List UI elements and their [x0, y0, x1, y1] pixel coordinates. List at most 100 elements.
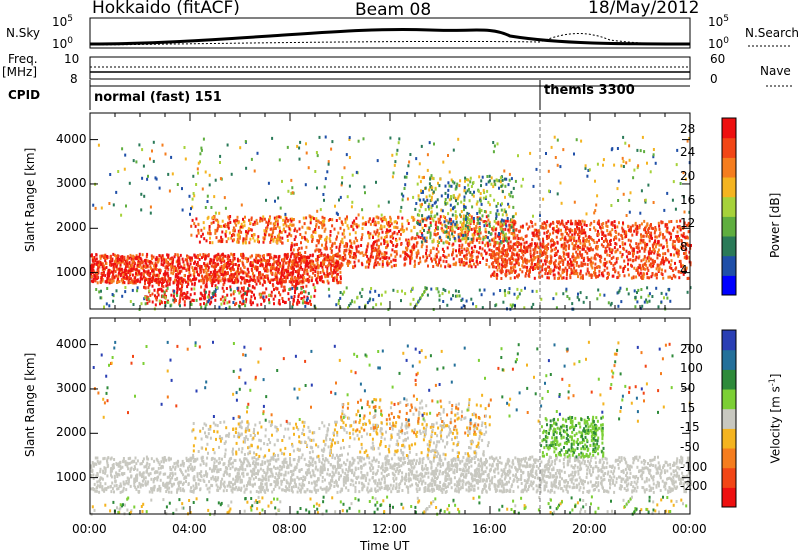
power-cell: [159, 254, 162, 258]
power-cell: [263, 267, 266, 271]
power-cell: [338, 264, 341, 268]
power-cell: [415, 241, 418, 245]
power-cell: [682, 171, 685, 175]
power-cell: [596, 265, 599, 269]
power-cell: [482, 188, 485, 192]
power-cell: [334, 265, 337, 269]
power-cell: [292, 279, 295, 283]
power-cell: [115, 260, 118, 264]
power-cell: [176, 264, 179, 268]
power-cell: [197, 161, 200, 165]
power-cell: [276, 241, 279, 244]
power-cell: [303, 257, 306, 261]
power-cell: [575, 239, 578, 243]
power-cell: [360, 238, 363, 241]
power-cell: [129, 253, 132, 257]
power-cell: [545, 244, 548, 248]
power-cell: [590, 264, 593, 268]
power-cell: [315, 248, 318, 252]
power-cell: [485, 241, 488, 245]
power-cell: [422, 255, 425, 259]
power-cell: [141, 260, 144, 264]
power-cell: [439, 215, 442, 219]
power-cell: [581, 219, 584, 223]
power-cell: [407, 254, 409, 258]
power-cell: [640, 222, 643, 226]
power-cell: [188, 265, 191, 269]
power-cell: [507, 202, 510, 206]
power-cell: [324, 265, 327, 269]
power-cell: [499, 255, 501, 259]
power-cell: [343, 244, 346, 248]
power-cell: [580, 264, 583, 268]
power-cell: [267, 277, 270, 281]
power-cell: [198, 240, 201, 244]
power-cell: [606, 271, 609, 275]
power-cell: [338, 257, 341, 261]
power-cell: [255, 256, 258, 260]
power-cell: [227, 279, 230, 283]
power-cell: [265, 267, 268, 271]
power-cell: [514, 220, 516, 224]
power-cell: [178, 262, 181, 266]
power-cell: [213, 195, 216, 199]
power-cell: [265, 287, 268, 291]
power-cell: [204, 292, 207, 296]
power-cell: [642, 267, 645, 271]
power-cell: [282, 223, 285, 227]
power-cell: [281, 241, 283, 245]
power-cell: [121, 147, 124, 151]
power-cell: [323, 262, 325, 266]
power-cell: [548, 270, 551, 274]
power-cell: [348, 138, 351, 141]
power-cell: [243, 224, 246, 228]
power-cell: [682, 234, 684, 238]
power-cell: [332, 254, 335, 258]
power-cell: [575, 261, 578, 265]
power-cell: [200, 265, 203, 268]
power-cell: [500, 229, 503, 233]
power-cell: [413, 259, 416, 263]
power-cell: [495, 214, 498, 218]
power-cell: [599, 258, 602, 262]
power-cell: [647, 269, 650, 272]
power-cell: [323, 257, 326, 261]
power-cell: [304, 231, 307, 235]
power-cell: [529, 270, 531, 274]
power-cell: [590, 256, 593, 260]
power-cell: [510, 269, 513, 273]
power-cell: [299, 233, 302, 236]
power-cell: [299, 291, 302, 295]
power-cell: [206, 269, 209, 273]
power-cell: [459, 179, 462, 183]
power-cell: [111, 276, 114, 280]
power-cell: [271, 271, 274, 275]
power-cell: [330, 147, 333, 151]
power-cell: [112, 264, 115, 268]
power-cell: [568, 238, 571, 242]
power-cell: [532, 268, 534, 271]
power-cell: [617, 199, 620, 202]
power-cell: [629, 191, 632, 195]
power-cell: [110, 263, 113, 267]
power-cell: [168, 282, 171, 286]
power-cell: [467, 237, 470, 241]
power-cell: [541, 226, 544, 229]
power-cell: [242, 286, 245, 290]
power-cell: [236, 280, 239, 284]
power-cell: [550, 145, 553, 149]
power-cell: [502, 219, 505, 223]
power-cell: [138, 270, 140, 274]
power-cell: [293, 262, 296, 265]
power-cell: [208, 225, 211, 228]
power-cell: [421, 202, 423, 206]
power-cell: [464, 179, 466, 183]
power-cell: [632, 247, 635, 251]
power-cell: [458, 184, 461, 188]
power-cell: [490, 249, 493, 253]
power-cell: [449, 264, 452, 268]
power-cell: [650, 223, 652, 226]
power-cell: [147, 279, 150, 283]
power-cell: [513, 222, 516, 226]
power-cell: [470, 265, 473, 269]
